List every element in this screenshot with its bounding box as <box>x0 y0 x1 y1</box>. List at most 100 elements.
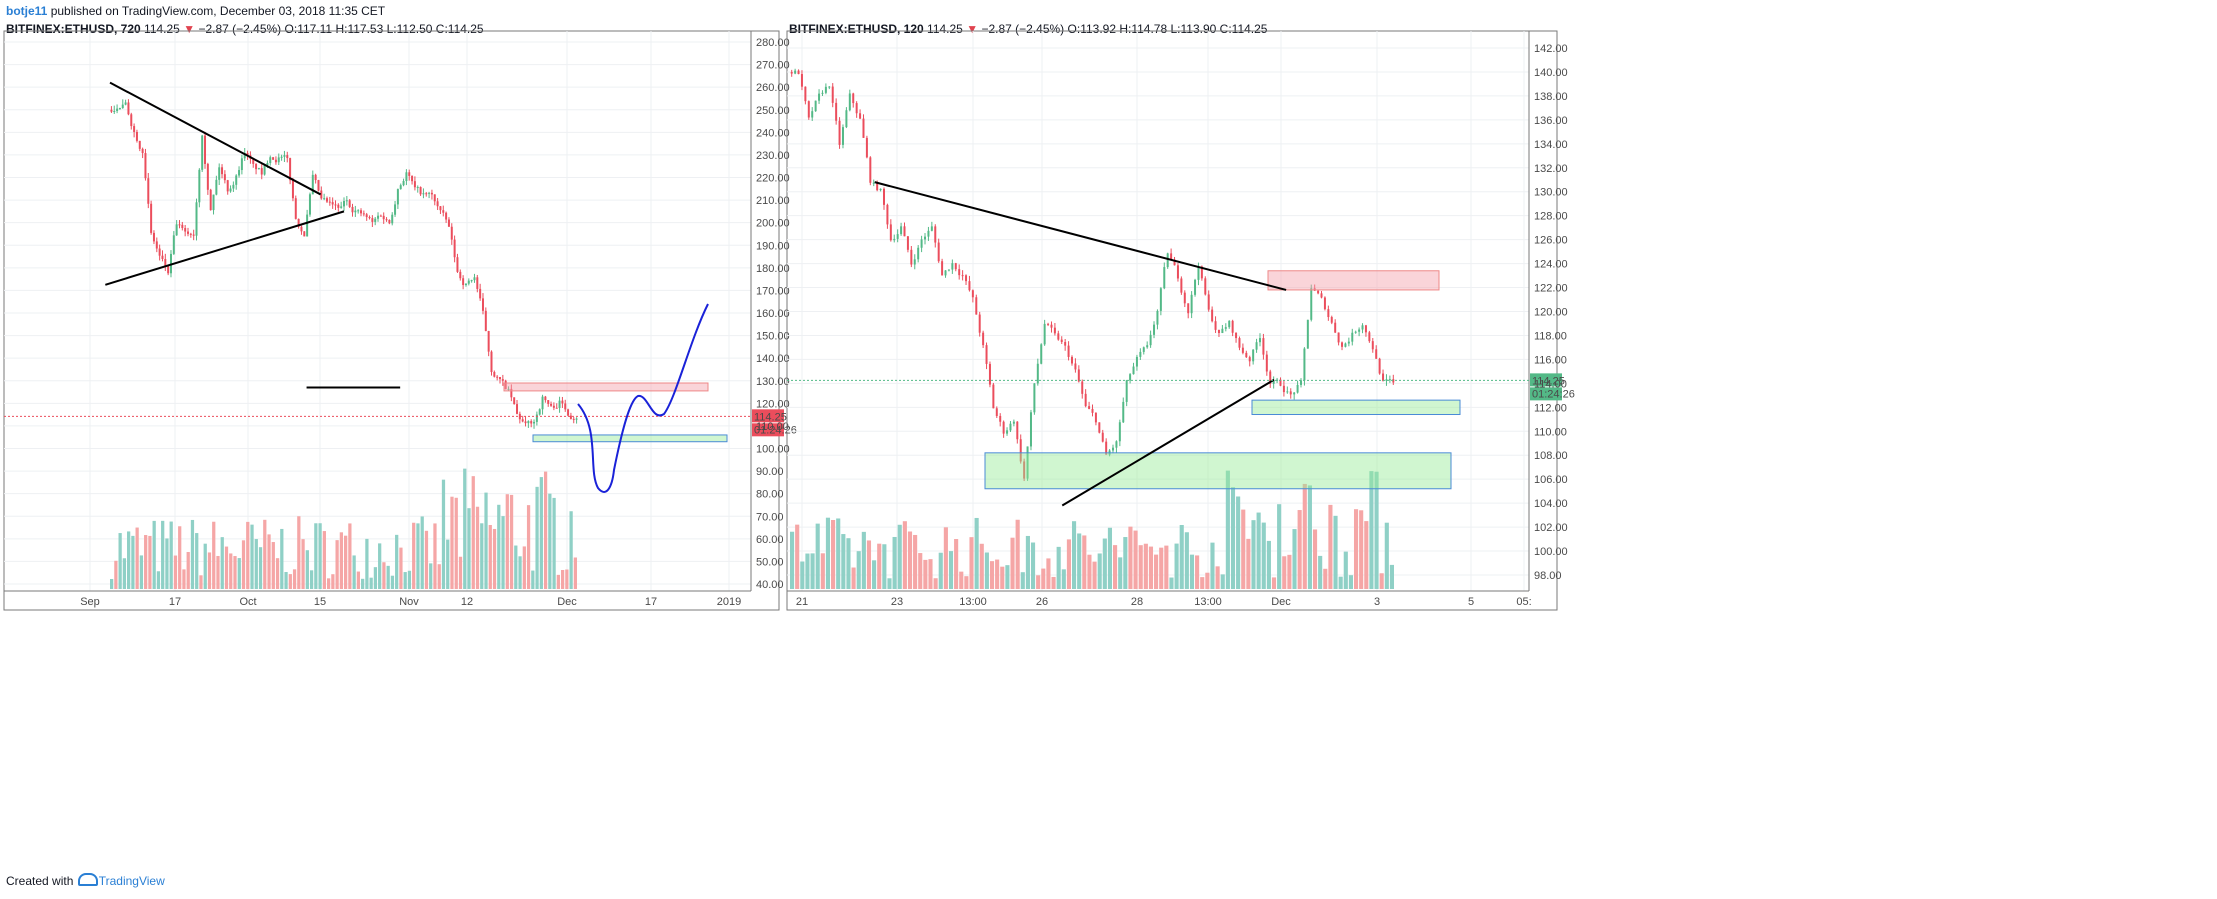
author-link[interactable]: botje11 <box>6 4 48 18</box>
candle-body <box>133 126 136 132</box>
right-high-value: 114.78 <box>1131 22 1168 36</box>
candle-body <box>521 419 524 422</box>
volume-bar <box>1230 487 1236 589</box>
candle-body <box>297 218 300 227</box>
candle-body <box>331 202 334 205</box>
trend-line <box>1061 378 1275 507</box>
countdown-label: 01:24:26 <box>1532 388 1575 400</box>
volume-bar <box>378 543 382 589</box>
y-tick-label: 122.00 <box>1534 283 1568 295</box>
candle-body <box>889 224 892 241</box>
candle-body <box>1265 354 1268 372</box>
candle-body <box>379 215 382 217</box>
y-tick-label: 134.00 <box>1534 139 1568 151</box>
volume-bar <box>923 559 928 589</box>
candle-body <box>325 198 328 202</box>
candle-body <box>1364 325 1367 333</box>
volume-bar <box>543 471 548 589</box>
candle-body <box>328 201 331 203</box>
y-tick-label: 220.00 <box>756 173 790 185</box>
candle-body <box>794 70 797 74</box>
candle-body <box>828 86 831 88</box>
y-tick-label: 100.00 <box>1534 546 1568 558</box>
candle-body <box>246 152 249 156</box>
volume-bar <box>1179 524 1184 589</box>
candle-body <box>1187 303 1190 314</box>
left-high-value: 117.53 <box>347 22 384 36</box>
candle-body <box>513 397 516 405</box>
y-tick-label: 114.00 <box>1534 378 1567 390</box>
candle-body <box>954 263 957 270</box>
candle-body <box>354 210 357 213</box>
candle-body <box>348 200 351 207</box>
candle-body <box>158 248 161 256</box>
candle-body <box>286 155 289 159</box>
candle-body <box>1057 333 1060 340</box>
y-tick-label: 230.00 <box>756 150 790 162</box>
candle-body <box>1351 332 1354 342</box>
candle-body <box>927 230 930 237</box>
volume-bar <box>1220 574 1225 589</box>
volume-bar <box>1010 537 1015 589</box>
candle-body <box>978 314 981 333</box>
countdown-label: 01:24:26 <box>754 424 797 436</box>
volume-bar <box>352 555 356 589</box>
candle-body <box>1173 259 1176 266</box>
candle-body <box>1272 380 1275 384</box>
volume-bar <box>1271 577 1277 589</box>
volume-bar <box>1307 485 1312 589</box>
candle-body <box>501 379 504 381</box>
candle-body <box>848 93 851 111</box>
volume-bar <box>361 578 365 589</box>
volume-bar <box>326 578 331 589</box>
candle-body <box>175 224 178 236</box>
candle-body <box>399 185 402 190</box>
volume-bar <box>928 559 933 589</box>
volume-bar <box>795 524 800 589</box>
left-change: −2.87 (−2.45%) <box>198 22 282 36</box>
candle-body <box>527 421 530 424</box>
volume-bar <box>560 570 565 589</box>
candle-body <box>1043 323 1046 345</box>
candle-body <box>306 214 309 237</box>
volume-bar <box>1036 575 1041 589</box>
volume-bar <box>1107 527 1113 589</box>
candle-body <box>1183 292 1186 304</box>
candle-body <box>1101 432 1104 442</box>
volume-bar <box>954 539 959 589</box>
candle-body <box>212 194 215 211</box>
candle-body <box>1081 381 1084 394</box>
candle-body <box>944 270 947 276</box>
price-label-box <box>1530 373 1562 387</box>
candle-body <box>1276 379 1279 381</box>
candle-body <box>510 388 513 398</box>
volume-bar <box>969 537 974 589</box>
volume-bar <box>190 519 195 589</box>
candle-body <box>1064 341 1067 346</box>
candle-body <box>385 219 388 221</box>
candle-body <box>362 213 365 215</box>
volume-bar <box>284 572 288 589</box>
candle-body <box>1115 441 1118 448</box>
volume-bar <box>810 553 815 589</box>
candle-body <box>419 186 422 195</box>
candle-body <box>1327 309 1330 318</box>
tradingview-link[interactable]: TradingView <box>98 874 165 888</box>
volume-bar <box>522 546 526 589</box>
candle-body <box>572 418 575 420</box>
volume-bar <box>1159 547 1164 589</box>
volume-bar <box>1082 535 1087 589</box>
volume-bar <box>254 539 258 589</box>
candle-body <box>201 135 204 170</box>
candle-body <box>1279 379 1282 386</box>
volume-bar <box>866 540 872 589</box>
y-tick-label: 102.00 <box>1534 522 1568 534</box>
volume-bar <box>318 523 322 589</box>
volume-bar <box>122 558 127 589</box>
candle-body <box>1023 461 1026 479</box>
volume-bar <box>974 517 979 589</box>
volume-bar <box>1353 509 1359 589</box>
candle-body <box>391 214 394 224</box>
candle-body <box>291 180 294 199</box>
